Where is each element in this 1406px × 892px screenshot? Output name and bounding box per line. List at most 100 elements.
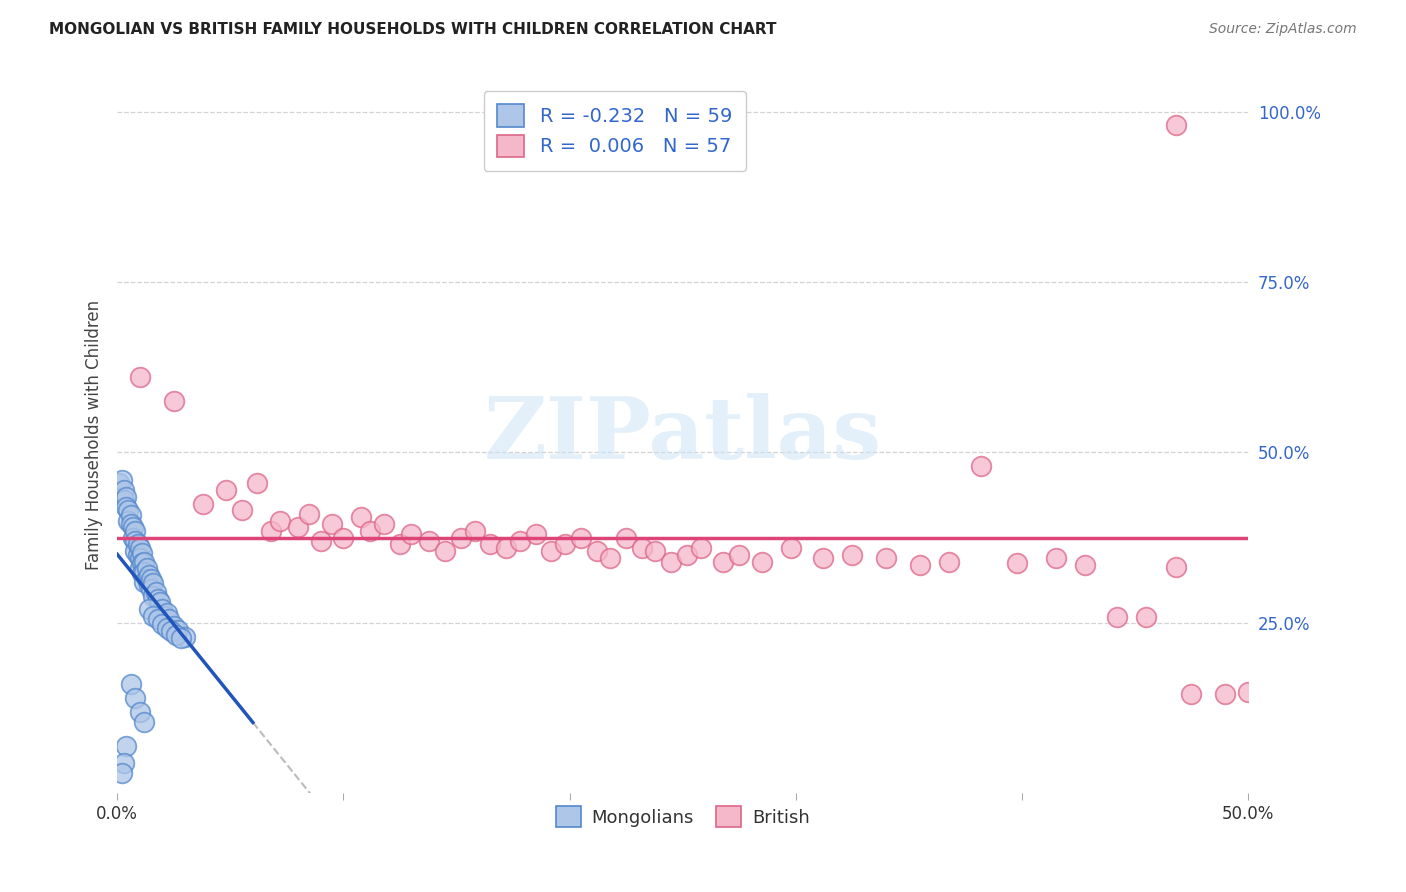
Point [128, 561, 150, 575]
Point [554, 537, 576, 551]
Point [146, 612, 169, 626]
Legend: Mongolians, British: Mongolians, British [548, 799, 817, 834]
Point [124, 524, 146, 538]
Point [309, 534, 332, 549]
Point [115, 500, 138, 514]
Point [156, 621, 179, 635]
Point [689, 541, 711, 555]
Point [399, 527, 422, 541]
Point [115, 490, 138, 504]
Point [1237, 685, 1260, 699]
Point [450, 531, 472, 545]
Point [388, 537, 411, 551]
Point [321, 516, 343, 531]
Point [124, 534, 146, 549]
Point [360, 524, 382, 538]
Point [495, 541, 517, 555]
Point [124, 690, 146, 705]
Point [120, 516, 142, 531]
Point [122, 520, 145, 534]
Point [169, 631, 191, 645]
Point [142, 589, 165, 603]
Point [332, 531, 354, 545]
Point [1164, 118, 1187, 132]
Point [146, 592, 169, 607]
Point [231, 503, 253, 517]
Point [128, 705, 150, 719]
Point [780, 541, 803, 555]
Point [509, 534, 531, 549]
Point [875, 551, 897, 566]
Point [117, 503, 139, 517]
Point [479, 537, 502, 551]
Point [1164, 560, 1187, 574]
Point [174, 630, 197, 644]
Point [463, 524, 485, 538]
Point [711, 555, 734, 569]
Point [160, 624, 183, 638]
Point [152, 617, 174, 632]
Point [1105, 610, 1128, 624]
Point [139, 572, 162, 586]
Point [1045, 551, 1067, 566]
Point [644, 544, 666, 558]
Point [128, 541, 150, 555]
Point [138, 578, 160, 592]
Point [599, 551, 621, 566]
Point [145, 585, 167, 599]
Point [157, 612, 180, 626]
Point [287, 520, 309, 534]
Point [153, 609, 176, 624]
Point [811, 551, 834, 566]
Point [434, 544, 457, 558]
Point [127, 548, 149, 562]
Point [1135, 610, 1157, 624]
Point [167, 623, 190, 637]
Point [191, 497, 214, 511]
Point [938, 555, 960, 569]
Point [112, 483, 135, 497]
Point [142, 609, 165, 624]
Point [373, 516, 395, 531]
Point [908, 558, 931, 572]
Point [269, 514, 291, 528]
Point [108, 476, 131, 491]
Point [163, 619, 186, 633]
Point [215, 483, 238, 497]
Point [970, 459, 993, 474]
Point [134, 555, 156, 569]
Point [135, 572, 157, 586]
Point [298, 507, 321, 521]
Point [111, 765, 134, 780]
Point [260, 524, 283, 538]
Point [350, 510, 373, 524]
Point [138, 568, 160, 582]
Point [165, 628, 187, 642]
Point [614, 531, 637, 545]
Point [659, 555, 682, 569]
Point [135, 561, 157, 575]
Point [152, 602, 174, 616]
Point [163, 394, 186, 409]
Y-axis label: Family Households with Children: Family Households with Children [86, 301, 103, 571]
Point [115, 739, 138, 753]
Point [1180, 688, 1202, 702]
Point [139, 582, 162, 596]
Point [124, 544, 146, 558]
Point [524, 527, 547, 541]
Point [1215, 688, 1237, 702]
Point [134, 714, 156, 729]
Point [1007, 556, 1029, 570]
Point [156, 606, 179, 620]
Point [131, 556, 153, 570]
Point [117, 514, 139, 528]
Point [112, 493, 135, 508]
Point [841, 548, 863, 562]
Point [569, 531, 592, 545]
Point [751, 555, 773, 569]
Point [131, 546, 153, 560]
Point [122, 531, 145, 545]
Point [418, 534, 440, 549]
Point [138, 602, 160, 616]
Point [142, 576, 165, 591]
